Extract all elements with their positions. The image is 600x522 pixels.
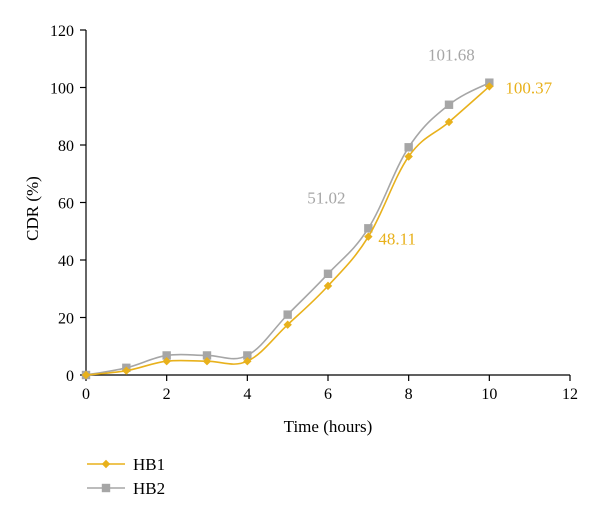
y-tick-label: 100 xyxy=(50,81,74,98)
y-tick-label: 80 xyxy=(58,138,74,155)
data-label-hb1: 48.11 xyxy=(378,230,416,249)
data-point-hb1 xyxy=(162,357,171,366)
data-point-hb2 xyxy=(444,100,454,109)
data-point-hb2 xyxy=(404,143,413,152)
legend-marker-hb2 xyxy=(101,483,111,493)
data-label-hb2: 51.02 xyxy=(307,188,345,207)
data-point-hb1 xyxy=(81,370,91,380)
series-layer xyxy=(81,78,494,380)
data-point-hb1 xyxy=(323,281,333,291)
legend-label-hb2: HB2 xyxy=(133,479,165,498)
data-point-hb1 xyxy=(404,152,413,161)
series-line-hb1 xyxy=(85,85,490,376)
x-axis-title: Time (hours) xyxy=(284,417,373,436)
x-tick-label: 8 xyxy=(405,386,413,403)
data-point-hb1 xyxy=(283,320,292,329)
data-label-hb1: 100.37 xyxy=(505,78,552,97)
x-tick-label: 2 xyxy=(163,386,171,403)
data-point-hb1 xyxy=(122,366,131,375)
series-line-hb2 xyxy=(85,81,490,376)
data-point-hb2 xyxy=(162,351,171,360)
x-tick-label: 4 xyxy=(243,386,251,403)
y-ticks: 0 20 40 60 80 100 120 xyxy=(50,23,86,385)
y-tick-label: 60 xyxy=(58,196,74,213)
x-tick-label: 12 xyxy=(562,386,578,403)
data-point-hb1 xyxy=(364,232,373,241)
data-point-hb1 xyxy=(444,117,454,127)
legend-label-hb1: HB1 xyxy=(133,455,165,474)
data-point-hb1 xyxy=(485,82,494,91)
axes: 0 2 4 6 8 10 12 0 20 40 60 80 100 120 xyxy=(50,23,578,403)
y-tick-label: 120 xyxy=(50,23,74,40)
series-hb1 xyxy=(81,82,494,380)
data-point-hb2 xyxy=(364,224,373,233)
data-point-hb2 xyxy=(283,310,292,319)
y-tick-label: 20 xyxy=(58,311,74,328)
data-point-hb1 xyxy=(243,357,252,366)
x-tick-label: 0 xyxy=(82,386,90,403)
legend-item-hb2: HB2 xyxy=(87,479,165,498)
x-ticks: 0 2 4 6 8 10 12 xyxy=(82,375,578,403)
y-tick-label: 40 xyxy=(58,253,74,270)
y-axis-title: CDR (%) xyxy=(23,176,42,241)
data-point-hb2 xyxy=(202,351,212,360)
x-tick-label: 6 xyxy=(324,386,332,403)
data-point-hb2 xyxy=(323,269,333,278)
legend-marker-hb1 xyxy=(101,459,111,469)
data-label-hb2: 101.68 xyxy=(428,46,475,65)
annotation-layer: 101.68 100.37 51.02 48.11 xyxy=(307,46,552,249)
series-hb2 xyxy=(81,78,494,380)
data-point-hb2 xyxy=(243,351,252,360)
data-point-hb1 xyxy=(202,357,212,366)
legend-item-hb1: HB1 xyxy=(87,455,165,474)
y-tick-label: 0 xyxy=(66,368,74,385)
x-tick-label: 10 xyxy=(481,386,497,403)
